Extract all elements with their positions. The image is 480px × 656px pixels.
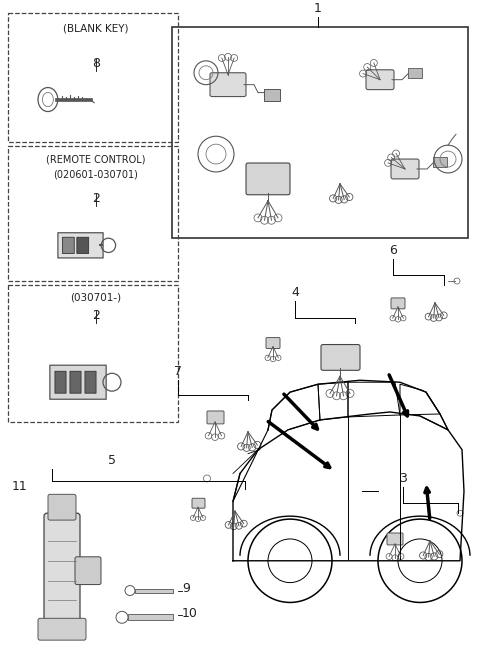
FancyBboxPatch shape <box>264 89 280 100</box>
FancyBboxPatch shape <box>210 73 246 96</box>
FancyBboxPatch shape <box>70 371 81 393</box>
Text: (030701-): (030701-) <box>71 293 121 303</box>
FancyBboxPatch shape <box>50 365 106 400</box>
FancyBboxPatch shape <box>266 338 280 348</box>
FancyBboxPatch shape <box>55 371 66 393</box>
Text: 5: 5 <box>108 453 116 466</box>
FancyBboxPatch shape <box>391 298 405 309</box>
FancyBboxPatch shape <box>77 237 89 253</box>
FancyBboxPatch shape <box>58 233 103 258</box>
Text: 9: 9 <box>182 582 190 595</box>
FancyBboxPatch shape <box>387 533 403 545</box>
FancyBboxPatch shape <box>44 513 80 628</box>
FancyBboxPatch shape <box>321 344 360 371</box>
FancyBboxPatch shape <box>207 411 224 424</box>
Text: 1: 1 <box>314 2 322 15</box>
FancyBboxPatch shape <box>246 163 290 195</box>
FancyBboxPatch shape <box>408 68 422 77</box>
Text: 3: 3 <box>399 472 407 485</box>
Text: 6: 6 <box>389 244 397 257</box>
Text: 7: 7 <box>174 365 182 379</box>
FancyBboxPatch shape <box>48 495 76 520</box>
FancyBboxPatch shape <box>366 70 394 90</box>
Text: 2: 2 <box>92 192 100 205</box>
Text: 11: 11 <box>12 480 28 493</box>
Text: (020601-030701): (020601-030701) <box>54 170 138 180</box>
Text: 2: 2 <box>92 309 100 322</box>
Text: (BLANK KEY): (BLANK KEY) <box>63 23 129 33</box>
FancyBboxPatch shape <box>75 557 101 584</box>
FancyBboxPatch shape <box>192 499 205 508</box>
FancyBboxPatch shape <box>433 157 447 167</box>
Text: 8: 8 <box>92 57 100 70</box>
FancyBboxPatch shape <box>85 371 96 393</box>
FancyBboxPatch shape <box>38 619 86 640</box>
FancyBboxPatch shape <box>128 614 173 621</box>
FancyBboxPatch shape <box>62 237 74 253</box>
Text: 4: 4 <box>291 286 299 299</box>
Text: 10: 10 <box>182 607 198 620</box>
Text: (REMOTE CONTROL): (REMOTE CONTROL) <box>46 154 146 164</box>
FancyBboxPatch shape <box>135 588 173 592</box>
FancyBboxPatch shape <box>391 159 419 179</box>
